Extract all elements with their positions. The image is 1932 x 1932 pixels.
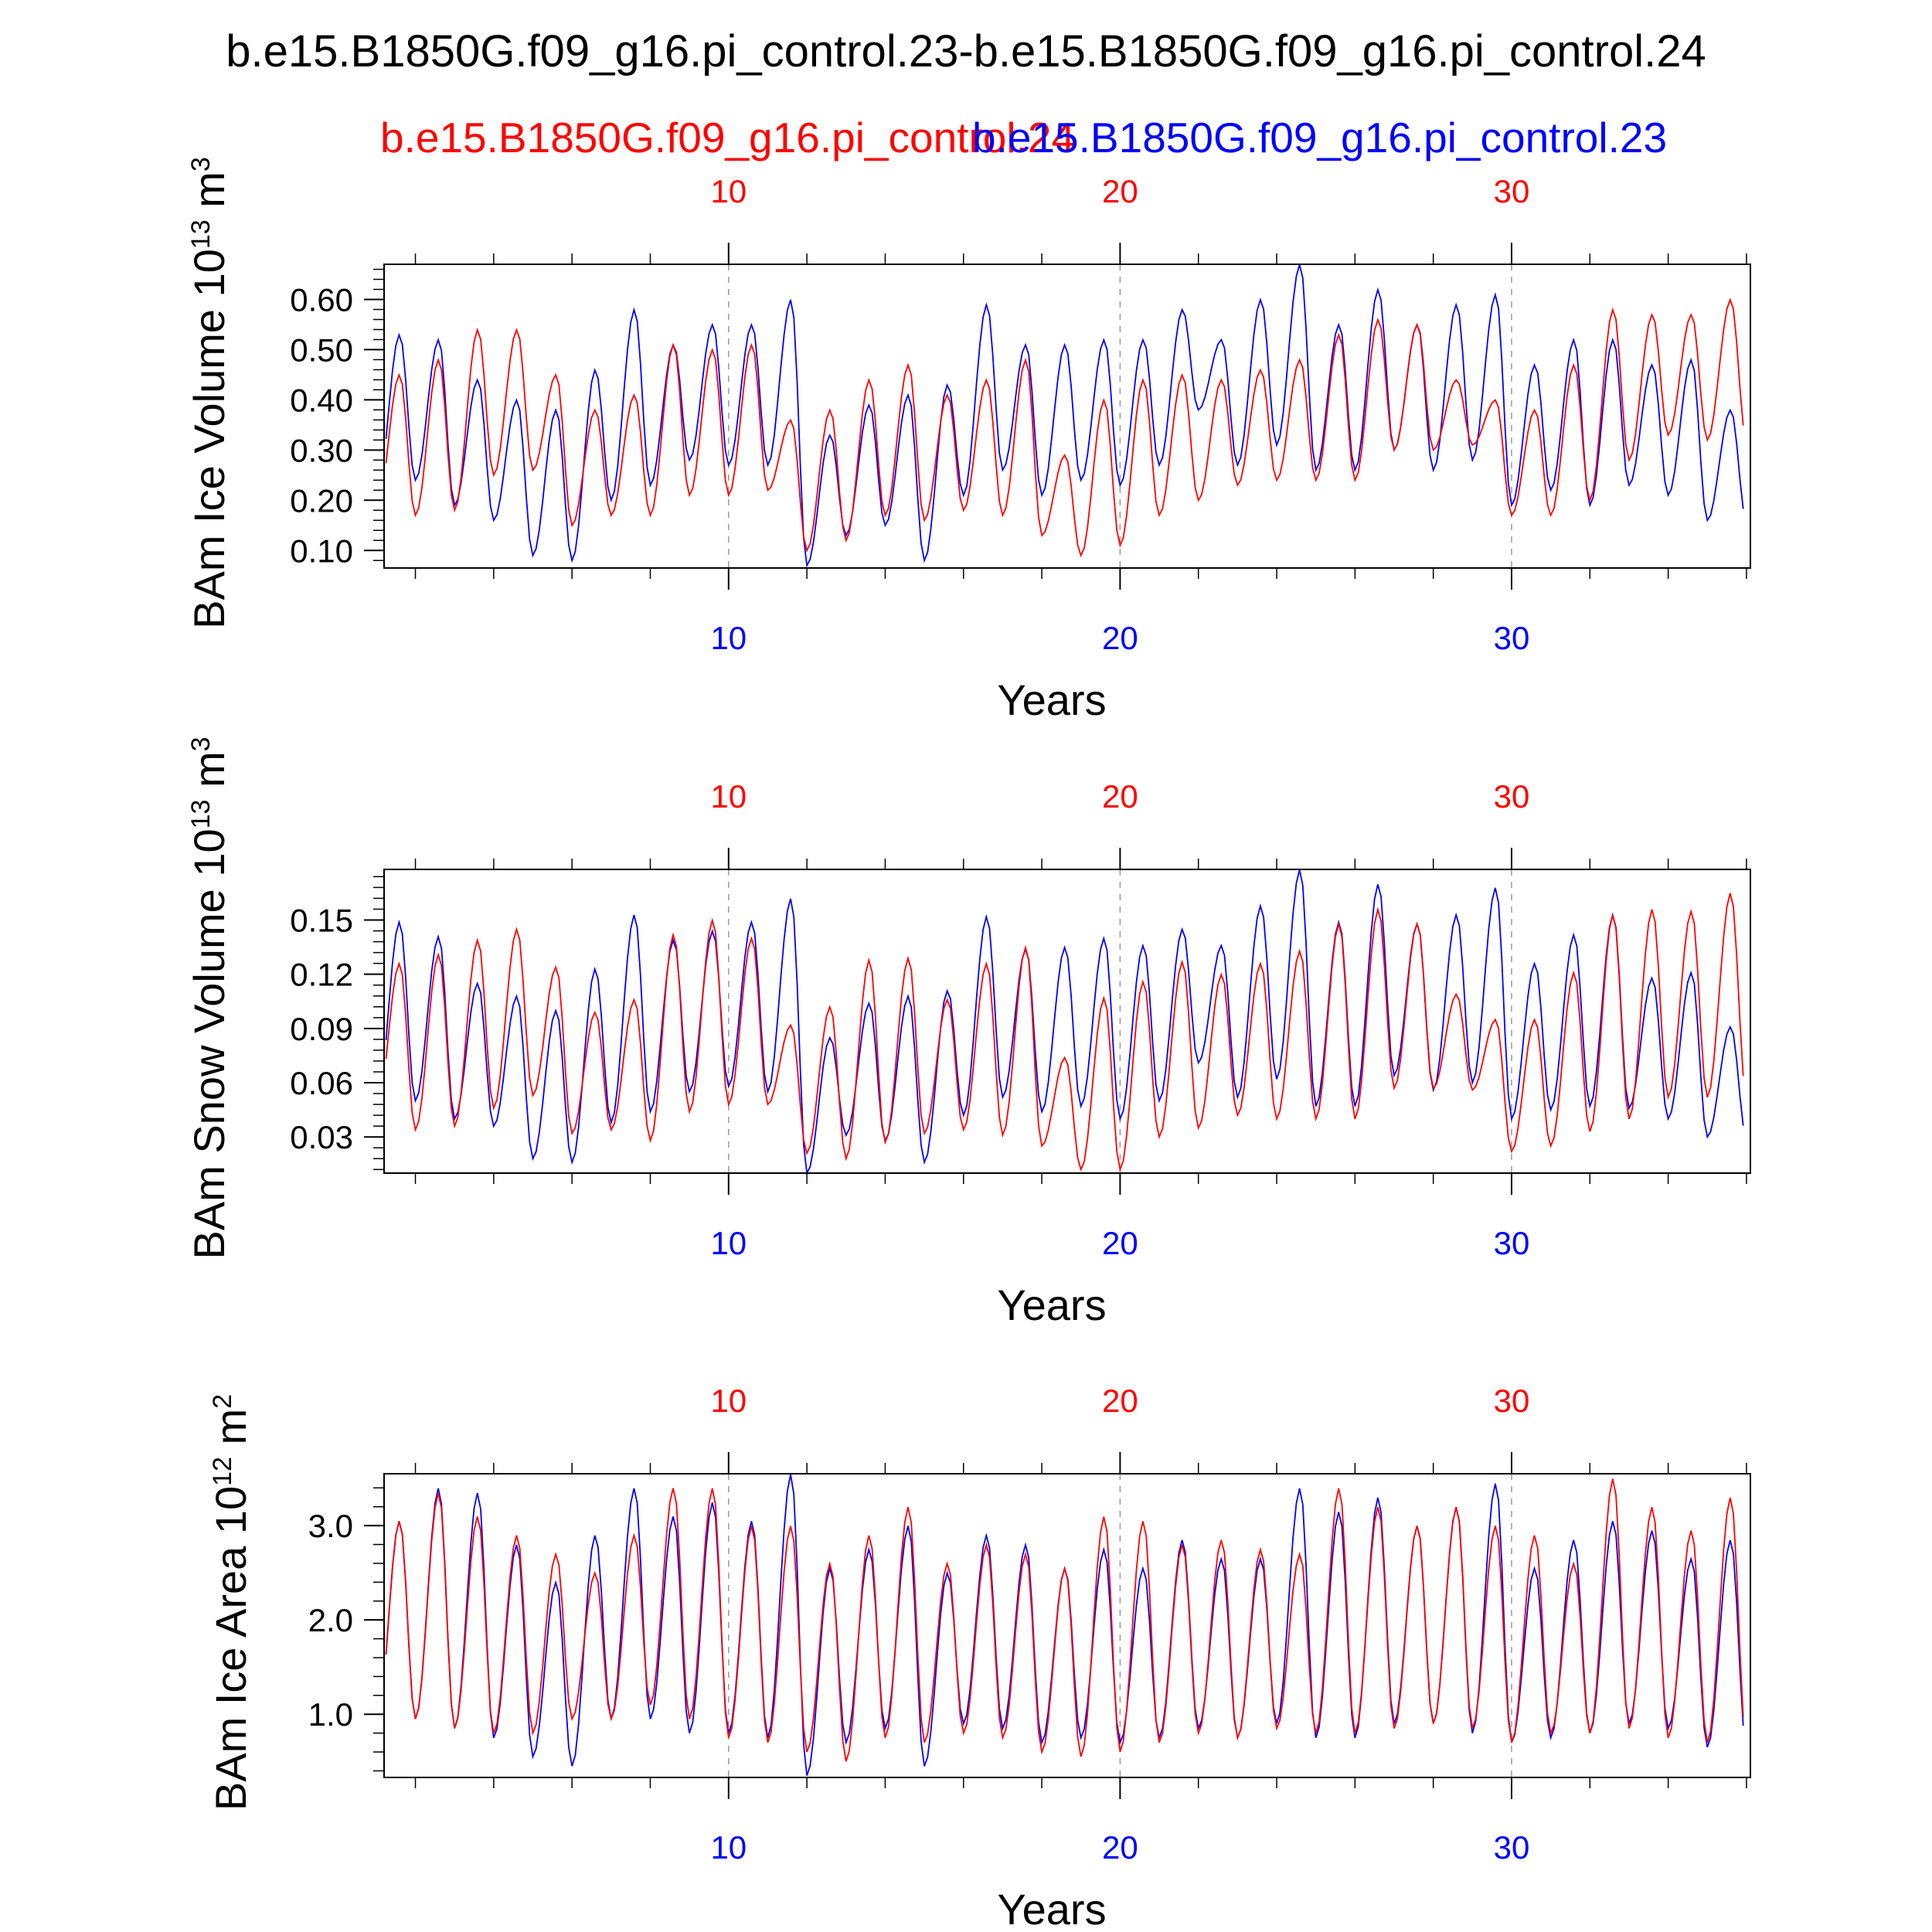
snow-volume-pi-control-23 bbox=[385, 869, 1744, 1176]
x-tick-label-top: 10 bbox=[710, 1383, 747, 1419]
y-tick-label: 0.03 bbox=[290, 1119, 353, 1155]
x-tick-label-top: 30 bbox=[1494, 173, 1530, 209]
x-tick-label-bottom: 20 bbox=[1102, 1829, 1138, 1866]
plot-frame bbox=[383, 1473, 1751, 1778]
x-tick-label-top: 30 bbox=[1494, 778, 1530, 815]
snow-volume-pi-control-24 bbox=[385, 893, 1744, 1172]
y-axis-label: BAm Ice Volume 1013 m3 bbox=[185, 157, 233, 629]
x-axis-label: Years bbox=[997, 1885, 1106, 1932]
y-tick-label: 1.0 bbox=[308, 1696, 353, 1733]
x-tick-label-bottom: 20 bbox=[1102, 1225, 1138, 1261]
panel-3: 1.0 2.0 3.0 10 10 20 20 30 30 Years BAm Ice Area 1… bbox=[206, 1383, 1751, 1932]
legend-label-pi-control-23: b.e15.B1850G.f09_g16.pi_control.23 bbox=[972, 114, 1667, 162]
y-tick-label: 3.0 bbox=[308, 1508, 353, 1544]
x-tick-label-top: 10 bbox=[710, 778, 747, 815]
x-tick-label-top: 10 bbox=[710, 173, 747, 209]
y-tick-label: 0.09 bbox=[290, 1011, 353, 1047]
y-tick-label: 0.15 bbox=[290, 903, 353, 939]
x-tick-label-top: 20 bbox=[1102, 1383, 1138, 1419]
plot-frame bbox=[383, 869, 1751, 1174]
y-tick-label: 0.40 bbox=[290, 382, 353, 418]
ice-volume-pi-control-24 bbox=[385, 298, 1744, 558]
x-tick-label-bottom: 20 bbox=[1102, 620, 1138, 656]
x-tick-label-bottom: 30 bbox=[1494, 620, 1530, 656]
y-tick-label: 0.30 bbox=[290, 432, 353, 468]
x-tick-label-bottom: 10 bbox=[710, 1225, 747, 1261]
y-tick-label: 0.20 bbox=[290, 482, 353, 519]
y-tick-label: 0.10 bbox=[290, 532, 353, 569]
y-tick-label: 2.0 bbox=[308, 1602, 353, 1638]
ice-area-pi-control-24 bbox=[385, 1478, 1744, 1762]
y-axis-label: BAm Ice Area 1012 m2 bbox=[206, 1394, 255, 1811]
x-tick-label-bottom: 10 bbox=[710, 620, 747, 656]
ice-area-pi-control-23 bbox=[385, 1474, 1744, 1776]
figure-title: b.e15.B1850G.f09_g16.pi_control.23-b.e15… bbox=[226, 26, 1706, 77]
x-tick-label-top: 30 bbox=[1494, 1383, 1530, 1419]
y-axis-label: BAm Snow Volume 1013 m3 bbox=[185, 736, 233, 1259]
panel-2: 0.03 0.06 0.09 0.12 0.15 10 10 20 20 30 30 Years BAm… bbox=[185, 736, 1751, 1329]
x-tick-label-bottom: 30 bbox=[1494, 1225, 1530, 1261]
x-tick-label-top: 20 bbox=[1102, 173, 1138, 209]
ice-volume-pi-control-23 bbox=[385, 264, 1744, 568]
y-tick-label: 0.60 bbox=[290, 281, 353, 318]
plot-frame bbox=[383, 264, 1751, 569]
x-tick-label-bottom: 10 bbox=[710, 1829, 747, 1866]
y-tick-label: 0.50 bbox=[290, 332, 353, 368]
y-tick-label: 0.12 bbox=[290, 957, 353, 993]
x-axis-label: Years bbox=[997, 1281, 1106, 1329]
panels: 0.10 0.20 0.30 0.40 0.50 0.60 10 10 20 20 30 30 Year… bbox=[185, 157, 1751, 1932]
x-axis-label: Years bbox=[997, 675, 1106, 724]
x-tick-label-top: 20 bbox=[1102, 778, 1138, 815]
x-tick-label-bottom: 30 bbox=[1494, 1829, 1530, 1866]
panel-1: 0.10 0.20 0.30 0.40 0.50 0.60 10 10 20 20 30 30 Year… bbox=[185, 157, 1751, 724]
legend-label-pi-control-24: b.e15.B1850G.f09_g16.pi_control.24 bbox=[380, 114, 1075, 162]
y-tick-label: 0.06 bbox=[290, 1065, 353, 1101]
